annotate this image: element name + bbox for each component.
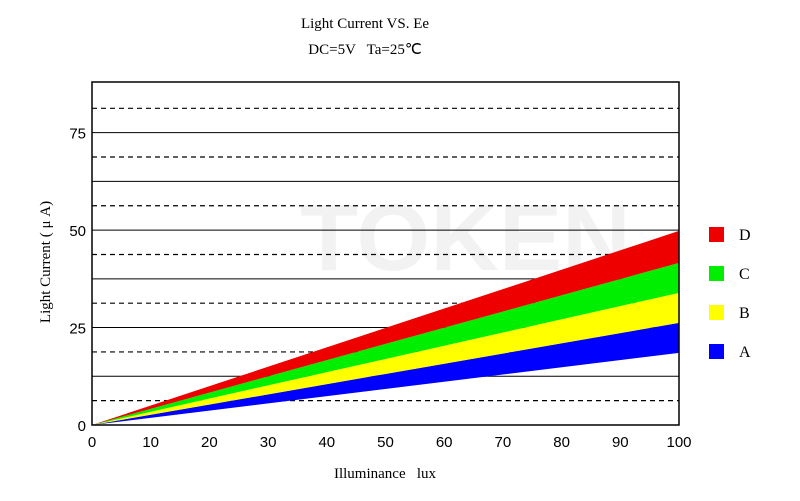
- x-tick-label: 40: [318, 434, 335, 451]
- x-tick-label: 50: [377, 434, 394, 451]
- x-tick-label: 60: [436, 434, 453, 451]
- x-tick-label: 90: [612, 434, 629, 451]
- x-tick-label: 10: [142, 434, 159, 451]
- y-tick-label: 25: [69, 321, 86, 338]
- legend-label-A: A: [739, 344, 751, 361]
- legend-label-D: D: [739, 227, 751, 244]
- x-tick-label: 0: [88, 434, 96, 451]
- chart-title: Light Current VS. Ee: [301, 16, 429, 32]
- y-tick-label: 50: [69, 223, 86, 240]
- x-tick-label: 80: [553, 434, 570, 451]
- y-tick-label: 75: [69, 126, 86, 143]
- y-tick-label: 0: [78, 418, 86, 435]
- legend-swatch-B: [709, 305, 724, 320]
- x-axis-label: Illuminance lux: [334, 466, 437, 482]
- y-axis-label: Light Current ( μ A): [38, 201, 54, 323]
- x-tick-label: 30: [260, 434, 277, 451]
- plot-frame: [91, 81, 680, 426]
- legend-swatch-A: [709, 344, 724, 359]
- band-B: [92, 292, 679, 425]
- chart-subtitle: DC=5V Ta=25℃: [308, 42, 421, 58]
- x-tick-label: 20: [201, 434, 218, 451]
- band-D: [92, 230, 679, 425]
- band-A: [92, 322, 679, 425]
- legend-swatch-D: [709, 227, 724, 242]
- legend-label-B: B: [739, 305, 750, 322]
- x-tick-label: 70: [495, 434, 512, 451]
- legend-swatch-C: [709, 266, 724, 281]
- x-tick-label: 100: [666, 434, 691, 451]
- legend-label-C: C: [739, 266, 750, 283]
